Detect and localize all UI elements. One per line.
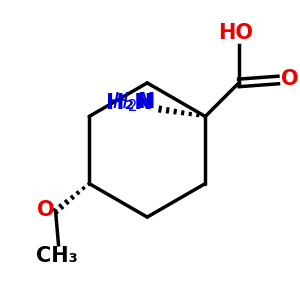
Text: H₂N: H₂N — [106, 93, 153, 113]
Text: HO: HO — [218, 23, 254, 43]
Text: O: O — [281, 68, 299, 88]
Text: H: H — [137, 92, 154, 112]
Text: CH₃: CH₃ — [36, 247, 78, 266]
Text: $H_2N$: $H_2N$ — [112, 90, 154, 114]
Text: O: O — [37, 200, 54, 220]
